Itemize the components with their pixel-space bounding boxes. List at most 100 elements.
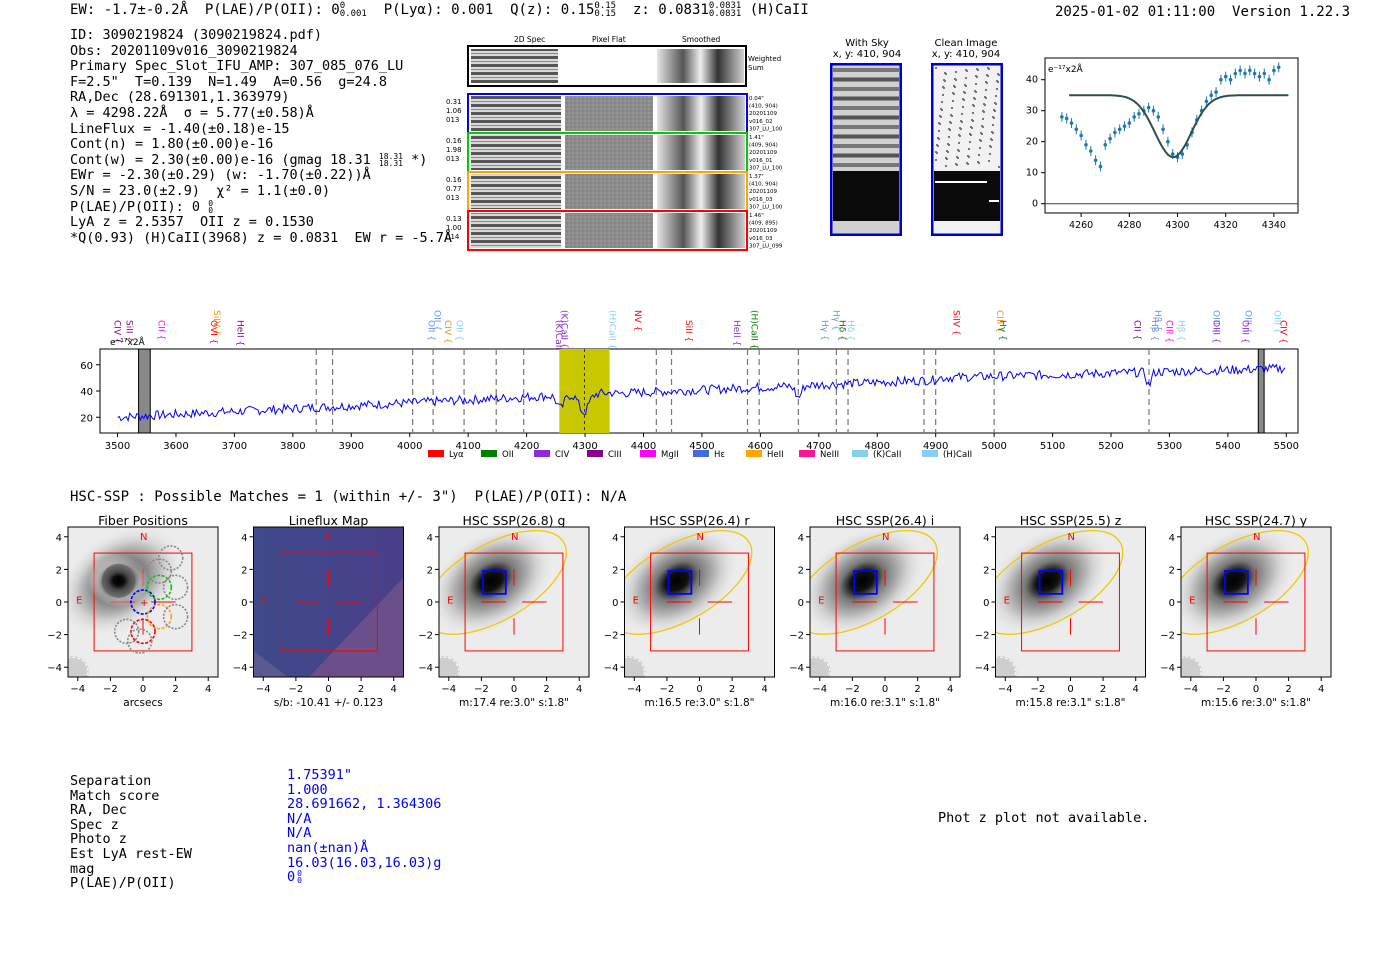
panel-xtick-label: −2 [289, 684, 304, 695]
row-2dspec [471, 135, 561, 170]
hsc-panel-caption: m:16.0 re:3.1" s:1.8" [830, 697, 940, 709]
with-sky-xy: x, y: 410, 904 [832, 49, 902, 60]
zoom-datapoint [1223, 74, 1228, 79]
zoom-datapoint [1214, 90, 1218, 94]
clean-noise-dot [945, 165, 947, 167]
panel-xtick-label: 0 [140, 684, 146, 695]
line-id-label-bottom: HeII { [731, 320, 741, 346]
clean-noise-dot [979, 139, 981, 141]
panel-xtick-label: 2 [1285, 684, 1291, 695]
match-plae-sub: 0 [297, 876, 302, 886]
line-id-label-bottom: HeII { [234, 320, 244, 346]
clean-noise-dot [972, 112, 974, 114]
clean-noise-dot [954, 78, 956, 80]
match-label: mag [70, 860, 95, 877]
panel-xtick-label: −4 [627, 684, 642, 695]
line-id-label-bottom: (K)CaII { [553, 320, 563, 359]
info-obs: Obs: 20201109v016_3090219824 [70, 42, 298, 59]
line-id-label-top: (K)CaII { [559, 310, 569, 349]
zoom-datapoint [1161, 127, 1165, 132]
match-box [1038, 570, 1064, 595]
sky-band [833, 125, 899, 129]
zoom-datapoint [1122, 124, 1127, 128]
line-id-label-top: OIII { [1210, 310, 1220, 334]
zoom-datapoint [1156, 115, 1161, 119]
east-label: E [76, 596, 82, 607]
north-label: N [697, 532, 704, 543]
legend-swatch [481, 450, 497, 457]
spec-xtick-label: 4600 [748, 441, 773, 452]
line-id-label-bottom: CIV { [112, 320, 122, 344]
clean-noise-dot [949, 121, 951, 123]
row-right-label: v016_03 [749, 197, 773, 203]
panel-ytick-label: 0 [983, 598, 989, 609]
hsc-panel-caption: m:17.4 re:3.0" s:1.8" [459, 697, 569, 709]
hsc-panel-caption: arcsecs [123, 697, 162, 709]
clean-noise-dot [935, 151, 937, 153]
match-label: Match score [70, 787, 160, 804]
panel-xtick-label: 2 [172, 684, 178, 695]
clean-noise-dot [992, 124, 994, 126]
clean-noise-dot [952, 92, 954, 94]
clean-noise-dot [962, 106, 964, 108]
col-pixelflat: Pixel Flat [592, 35, 626, 44]
row-left-label: 1.06 [446, 107, 462, 115]
spec-xtick-label: 3500 [105, 441, 130, 452]
legend-label: (K)CaII [873, 450, 901, 460]
sky-band [833, 96, 899, 101]
weighted-sum-row: Weighted Sum [467, 45, 781, 87]
clean-noise-dot [973, 97, 975, 99]
zoom-datapoint [1132, 115, 1136, 119]
panel-xtick-label: 0 [696, 684, 702, 695]
east-label: E [1004, 596, 1010, 607]
sky-band [833, 68, 899, 72]
search-box [93, 552, 193, 652]
line-id-label-top: SiIV { [211, 310, 221, 336]
search-box [1021, 552, 1120, 652]
panel-xtick-label: −4 [441, 684, 456, 695]
row-left-label: 0.16 [446, 176, 462, 184]
fiber-circle [113, 618, 140, 645]
panel-xtick-label: 0 [1253, 684, 1259, 695]
hsc-image: NE [995, 527, 1146, 677]
row-right-label: 20201109 [749, 111, 777, 117]
row-right-label: 1.37" [749, 174, 764, 180]
spec-xtick-label: 4800 [865, 441, 890, 452]
line-id-label-bottom: Hβ { [1175, 320, 1185, 341]
legend-label: MgII [661, 450, 679, 460]
panel-ytick-label: 4 [612, 533, 618, 544]
row-right-label: (409, 904) [749, 143, 778, 149]
row-right-label: v016_02 [749, 119, 773, 125]
clean-noise-dot [972, 104, 974, 106]
zoom-datapoint [1257, 74, 1262, 79]
panel-xtick-label: 4 [391, 684, 397, 695]
zoom-datapoint [1166, 139, 1170, 144]
row-left-label: 1.98 [446, 146, 462, 154]
clean-noise-dot [935, 67, 937, 69]
row-right-label: 20201109 [749, 150, 777, 156]
clean-noise-dot [962, 98, 964, 100]
spec-xtick-label: 4000 [397, 441, 422, 452]
clean-noise-dot [950, 114, 952, 116]
panel-ytick-label: −4 [604, 663, 619, 674]
row-right-label: 1.46" [749, 213, 764, 219]
clean-noise-dot [990, 138, 992, 140]
match-value: 1.000 [287, 781, 328, 798]
line-id-label-bottom: CII { [156, 320, 166, 340]
row-right-label: 307_LU_100 [749, 165, 783, 171]
legend-label: CIII [608, 450, 621, 460]
zoom-datapoint [1137, 112, 1141, 116]
line-id-label-bottom: OIII { [1240, 320, 1250, 344]
line-id-label-bottom: CIV { [1278, 320, 1288, 344]
line-id-label-bottom: OII { [426, 320, 436, 341]
spectrum-flux-line [117, 363, 1286, 423]
psf-circle [1181, 656, 1202, 677]
north-label: N [882, 532, 889, 543]
zoom-datapoint [1069, 121, 1074, 125]
row-smoothed [657, 213, 745, 248]
clean-noise-dot [945, 157, 947, 159]
clean-noise-dot [989, 145, 991, 147]
